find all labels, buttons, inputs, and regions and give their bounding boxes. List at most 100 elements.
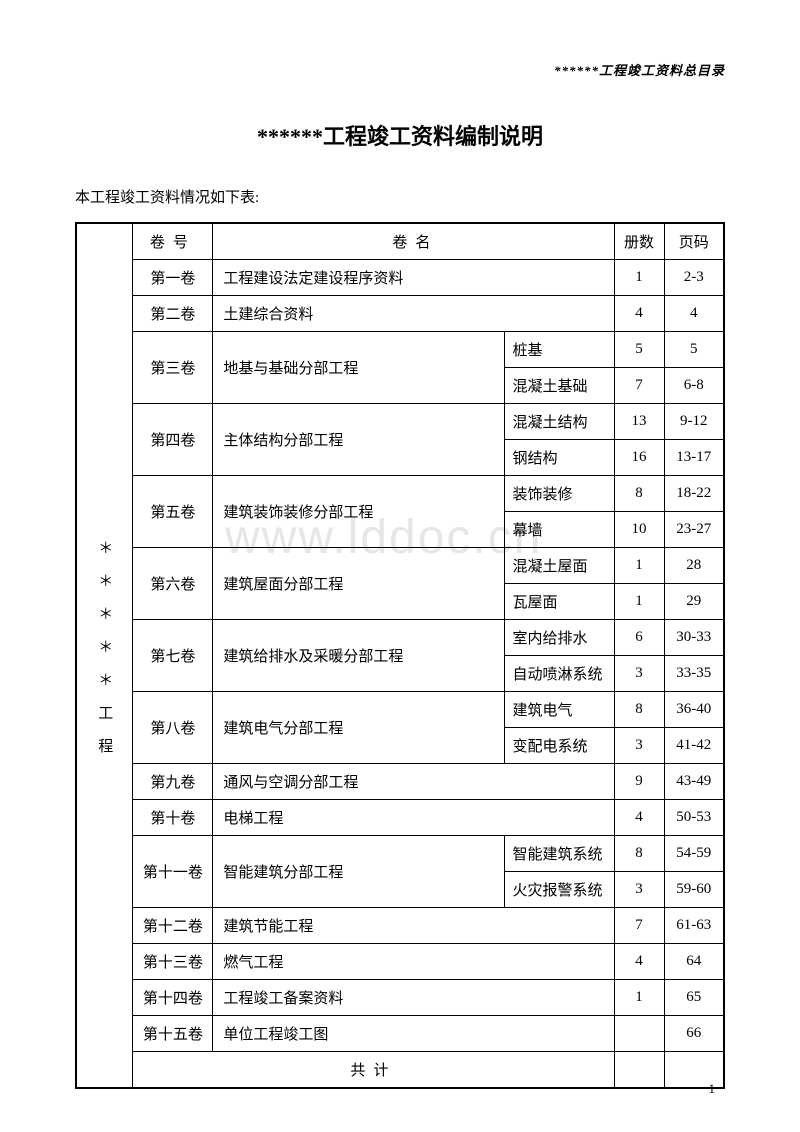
cell-vol: 第十一卷: [133, 836, 213, 908]
cell-vol: 第十二卷: [133, 908, 213, 944]
cell-name: 建筑屋面分部工程: [213, 548, 504, 620]
cell-count: 7: [614, 368, 664, 404]
cell-vol: 第四卷: [133, 404, 213, 476]
cell-pages: 54-59: [664, 836, 724, 872]
table-row: 第十二卷 建筑节能工程 7 61-63: [76, 908, 724, 944]
table-row: 第一卷 工程建设法定建设程序资料 1 2-3: [76, 260, 724, 296]
cell-name: 土建综合资料: [213, 296, 614, 332]
table-row: 第六卷 建筑屋面分部工程 混凝土屋面 1 28: [76, 548, 724, 584]
cell-vol: 第十三卷: [133, 944, 213, 980]
cell-name: 单位工程竣工图: [213, 1016, 614, 1052]
cell-sub: 幕墙: [504, 512, 614, 548]
cell-pages: 9-12: [664, 404, 724, 440]
table-row: 第七卷 建筑给排水及采暖分部工程 室内给排水 6 30-33: [76, 620, 724, 656]
cell-sub: 智能建筑系统: [504, 836, 614, 872]
table-row: 第八卷 建筑电气分部工程 建筑电气 8 36-40: [76, 692, 724, 728]
volume-table: ＊＊＊＊＊工程 卷号 卷名 册数 页码 第一卷 工程建设法定建设程序资料 1 2…: [75, 222, 725, 1089]
table-total-row: 共计: [76, 1052, 724, 1089]
cell-count: 6: [614, 620, 664, 656]
cell-count: 13: [614, 404, 664, 440]
subtitle: 本工程竣工资料情况如下表:: [75, 186, 725, 207]
cell-name: 智能建筑分部工程: [213, 836, 504, 908]
cell-vol: 第十卷: [133, 800, 213, 836]
cell-name: 燃气工程: [213, 944, 614, 980]
table-row: 第九卷 通风与空调分部工程 9 43-49: [76, 764, 724, 800]
cell-sub: 钢结构: [504, 440, 614, 476]
cell-name: 工程竣工备案资料: [213, 980, 614, 1016]
cell-name: 地基与基础分部工程: [213, 332, 504, 404]
cell-pages: 5: [664, 332, 724, 368]
total-count: [614, 1052, 664, 1089]
cell-name: 工程建设法定建设程序资料: [213, 260, 614, 296]
cell-name: 主体结构分部工程: [213, 404, 504, 476]
cell-sub: 瓦屋面: [504, 584, 614, 620]
cell-count: 4: [614, 800, 664, 836]
total-label: 共计: [133, 1052, 614, 1089]
cell-vol: 第十五卷: [133, 1016, 213, 1052]
cell-pages: 30-33: [664, 620, 724, 656]
table-row: 第十三卷 燃气工程 4 64: [76, 944, 724, 980]
cell-sub: 混凝土基础: [504, 368, 614, 404]
table-row: 第三卷 地基与基础分部工程 桩基 5 5: [76, 332, 724, 368]
cell-vol: 第九卷: [133, 764, 213, 800]
cell-vol: 第六卷: [133, 548, 213, 620]
cell-count: 3: [614, 872, 664, 908]
cell-count: 8: [614, 692, 664, 728]
cell-pages: 61-63: [664, 908, 724, 944]
cell-pages: 13-17: [664, 440, 724, 476]
cell-pages: 29: [664, 584, 724, 620]
cell-name: 建筑节能工程: [213, 908, 614, 944]
cell-sub: 桩基: [504, 332, 614, 368]
cell-count: 5: [614, 332, 664, 368]
cell-pages: 4: [664, 296, 724, 332]
cell-sub: 混凝土屋面: [504, 548, 614, 584]
header-volume: 卷号: [133, 223, 213, 260]
cell-name: 电梯工程: [213, 800, 614, 836]
cell-count: 8: [614, 476, 664, 512]
cell-name: 建筑给排水及采暖分部工程: [213, 620, 504, 692]
cell-name: 建筑装饰装修分部工程: [213, 476, 504, 548]
cell-vol: 第三卷: [133, 332, 213, 404]
cell-name: 通风与空调分部工程: [213, 764, 614, 800]
header-corner-text: ******工程竣工资料总目录: [75, 60, 725, 79]
cell-pages: 33-35: [664, 656, 724, 692]
cell-pages: 36-40: [664, 692, 724, 728]
cell-count: 7: [614, 908, 664, 944]
cell-sub: 室内给排水: [504, 620, 614, 656]
cell-pages: 6-8: [664, 368, 724, 404]
cell-pages: 64: [664, 944, 724, 980]
cell-count: 8: [614, 836, 664, 872]
cell-vol: 第十四卷: [133, 980, 213, 1016]
table-row: 第十四卷 工程竣工备案资料 1 65: [76, 980, 724, 1016]
cell-pages: 23-27: [664, 512, 724, 548]
table-header-row: ＊＊＊＊＊工程 卷号 卷名 册数 页码: [76, 223, 724, 260]
cell-count: [614, 1016, 664, 1052]
cell-vol: 第一卷: [133, 260, 213, 296]
cell-count: 1: [614, 980, 664, 1016]
header-pages: 页码: [664, 223, 724, 260]
cell-count: 1: [614, 260, 664, 296]
cell-count: 4: [614, 944, 664, 980]
total-pages: [664, 1052, 724, 1089]
table-row: 第五卷 建筑装饰装修分部工程 装饰装修 8 18-22: [76, 476, 724, 512]
cell-sub: 装饰装修: [504, 476, 614, 512]
cell-pages: 59-60: [664, 872, 724, 908]
table-row: 第四卷 主体结构分部工程 混凝土结构 13 9-12: [76, 404, 724, 440]
vertical-project-label: ＊＊＊＊＊工程: [76, 223, 133, 1088]
cell-pages: 43-49: [664, 764, 724, 800]
table-row: 第二卷 土建综合资料 4 4: [76, 296, 724, 332]
table-row: 第十五卷 单位工程竣工图 66: [76, 1016, 724, 1052]
header-name: 卷名: [213, 223, 614, 260]
cell-vol: 第二卷: [133, 296, 213, 332]
cell-pages: 50-53: [664, 800, 724, 836]
cell-sub: 变配电系统: [504, 728, 614, 764]
cell-vol: 第七卷: [133, 620, 213, 692]
cell-vol: 第八卷: [133, 692, 213, 764]
table-row: 第十卷 电梯工程 4 50-53: [76, 800, 724, 836]
cell-sub: 自动喷淋系统: [504, 656, 614, 692]
cell-count: 1: [614, 584, 664, 620]
cell-count: 3: [614, 656, 664, 692]
table-container: ＊＊＊＊＊工程 卷号 卷名 册数 页码 第一卷 工程建设法定建设程序资料 1 2…: [75, 222, 725, 1089]
cell-pages: 65: [664, 980, 724, 1016]
header-count: 册数: [614, 223, 664, 260]
